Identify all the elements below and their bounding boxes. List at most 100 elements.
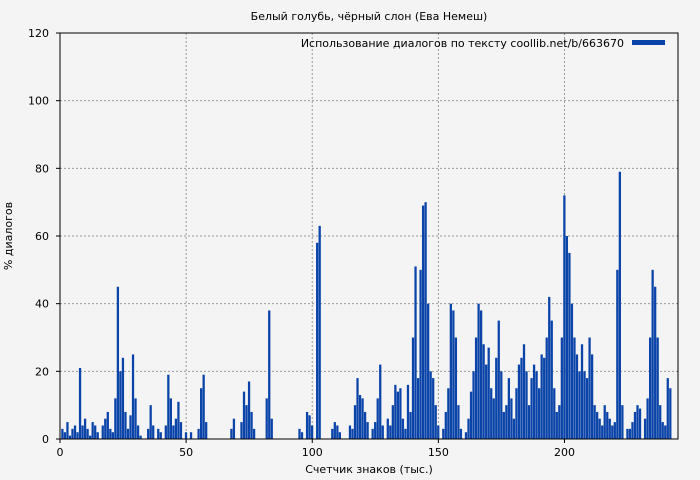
bar [424,202,427,439]
y-tick-label: 20 [35,365,49,378]
bar [371,428,374,439]
bar [136,425,140,439]
legend-swatch [632,40,665,45]
bar [331,428,334,439]
x-tick-label: 200 [554,446,575,459]
y-tick-label: 0 [42,433,49,446]
bar [560,337,563,439]
bar [454,337,458,439]
bar [593,405,596,439]
bar [197,428,200,439]
bar [164,425,167,439]
bar [298,428,301,439]
bar [659,405,662,439]
bar [152,425,155,439]
bar [636,405,639,439]
bar [409,411,412,439]
bar [124,411,127,439]
bar [356,378,359,439]
bar [638,408,642,439]
x-axis-label: Счетчик знаков (тыс.) [305,463,433,476]
bar [157,428,160,439]
bar [147,428,150,439]
bar [300,432,304,439]
bar [121,357,125,439]
bar [83,418,87,439]
grid [60,33,678,439]
bar [540,354,543,439]
bar [532,364,536,439]
bar [548,296,551,439]
bar [505,405,508,439]
bar [401,418,405,439]
bar [427,303,430,439]
bar [268,310,271,439]
bar [550,320,553,439]
bar [497,320,500,439]
bar [86,428,89,439]
bar [89,435,92,439]
bar [381,425,384,439]
bar [68,435,72,439]
bar [467,418,470,439]
bar [361,398,364,439]
bar [353,405,357,439]
bar [527,405,531,439]
bar [270,418,273,439]
bar [109,428,112,439]
bar [71,428,74,439]
bar [631,422,634,439]
bar [474,337,478,439]
bar [669,388,672,439]
y-tick-label: 120 [28,27,49,40]
bar [656,337,659,439]
bar [585,378,589,439]
legend: Использование диалогов по тексту coollib… [301,37,665,50]
bar [646,398,649,439]
bar [139,435,142,439]
bar [363,411,367,439]
bar [664,425,667,439]
bar [174,418,178,439]
bar [414,266,417,439]
bar [472,371,475,439]
bar [252,428,256,439]
x-tick-label: 150 [428,446,449,459]
bar [106,411,109,439]
bar [477,303,480,439]
x-tick-label: 100 [302,446,323,459]
bar [389,425,392,439]
bar [179,422,183,439]
bar [416,378,420,439]
bar [374,422,377,439]
bar [512,418,516,439]
bar [545,337,548,439]
bar [348,425,352,439]
bar [200,388,203,439]
y-axis-label: % диалогов [2,202,15,270]
bar [205,422,208,439]
bar [358,395,362,439]
bar [232,418,236,439]
bar [333,422,336,439]
bar [469,391,473,439]
y-tick-label: 40 [35,298,49,311]
bar [558,405,561,439]
bar [575,354,579,439]
bar [101,425,104,439]
bar [515,388,518,439]
bar [111,432,114,439]
bar [177,401,180,439]
bar [517,364,521,439]
bar [119,371,122,439]
bar [479,310,483,439]
bar [643,418,647,439]
bar [386,418,389,439]
bar [149,405,152,439]
bar [570,303,574,439]
x-tick-label: 50 [179,446,193,459]
bar [626,428,629,439]
bar [167,374,170,439]
bar [240,422,243,439]
